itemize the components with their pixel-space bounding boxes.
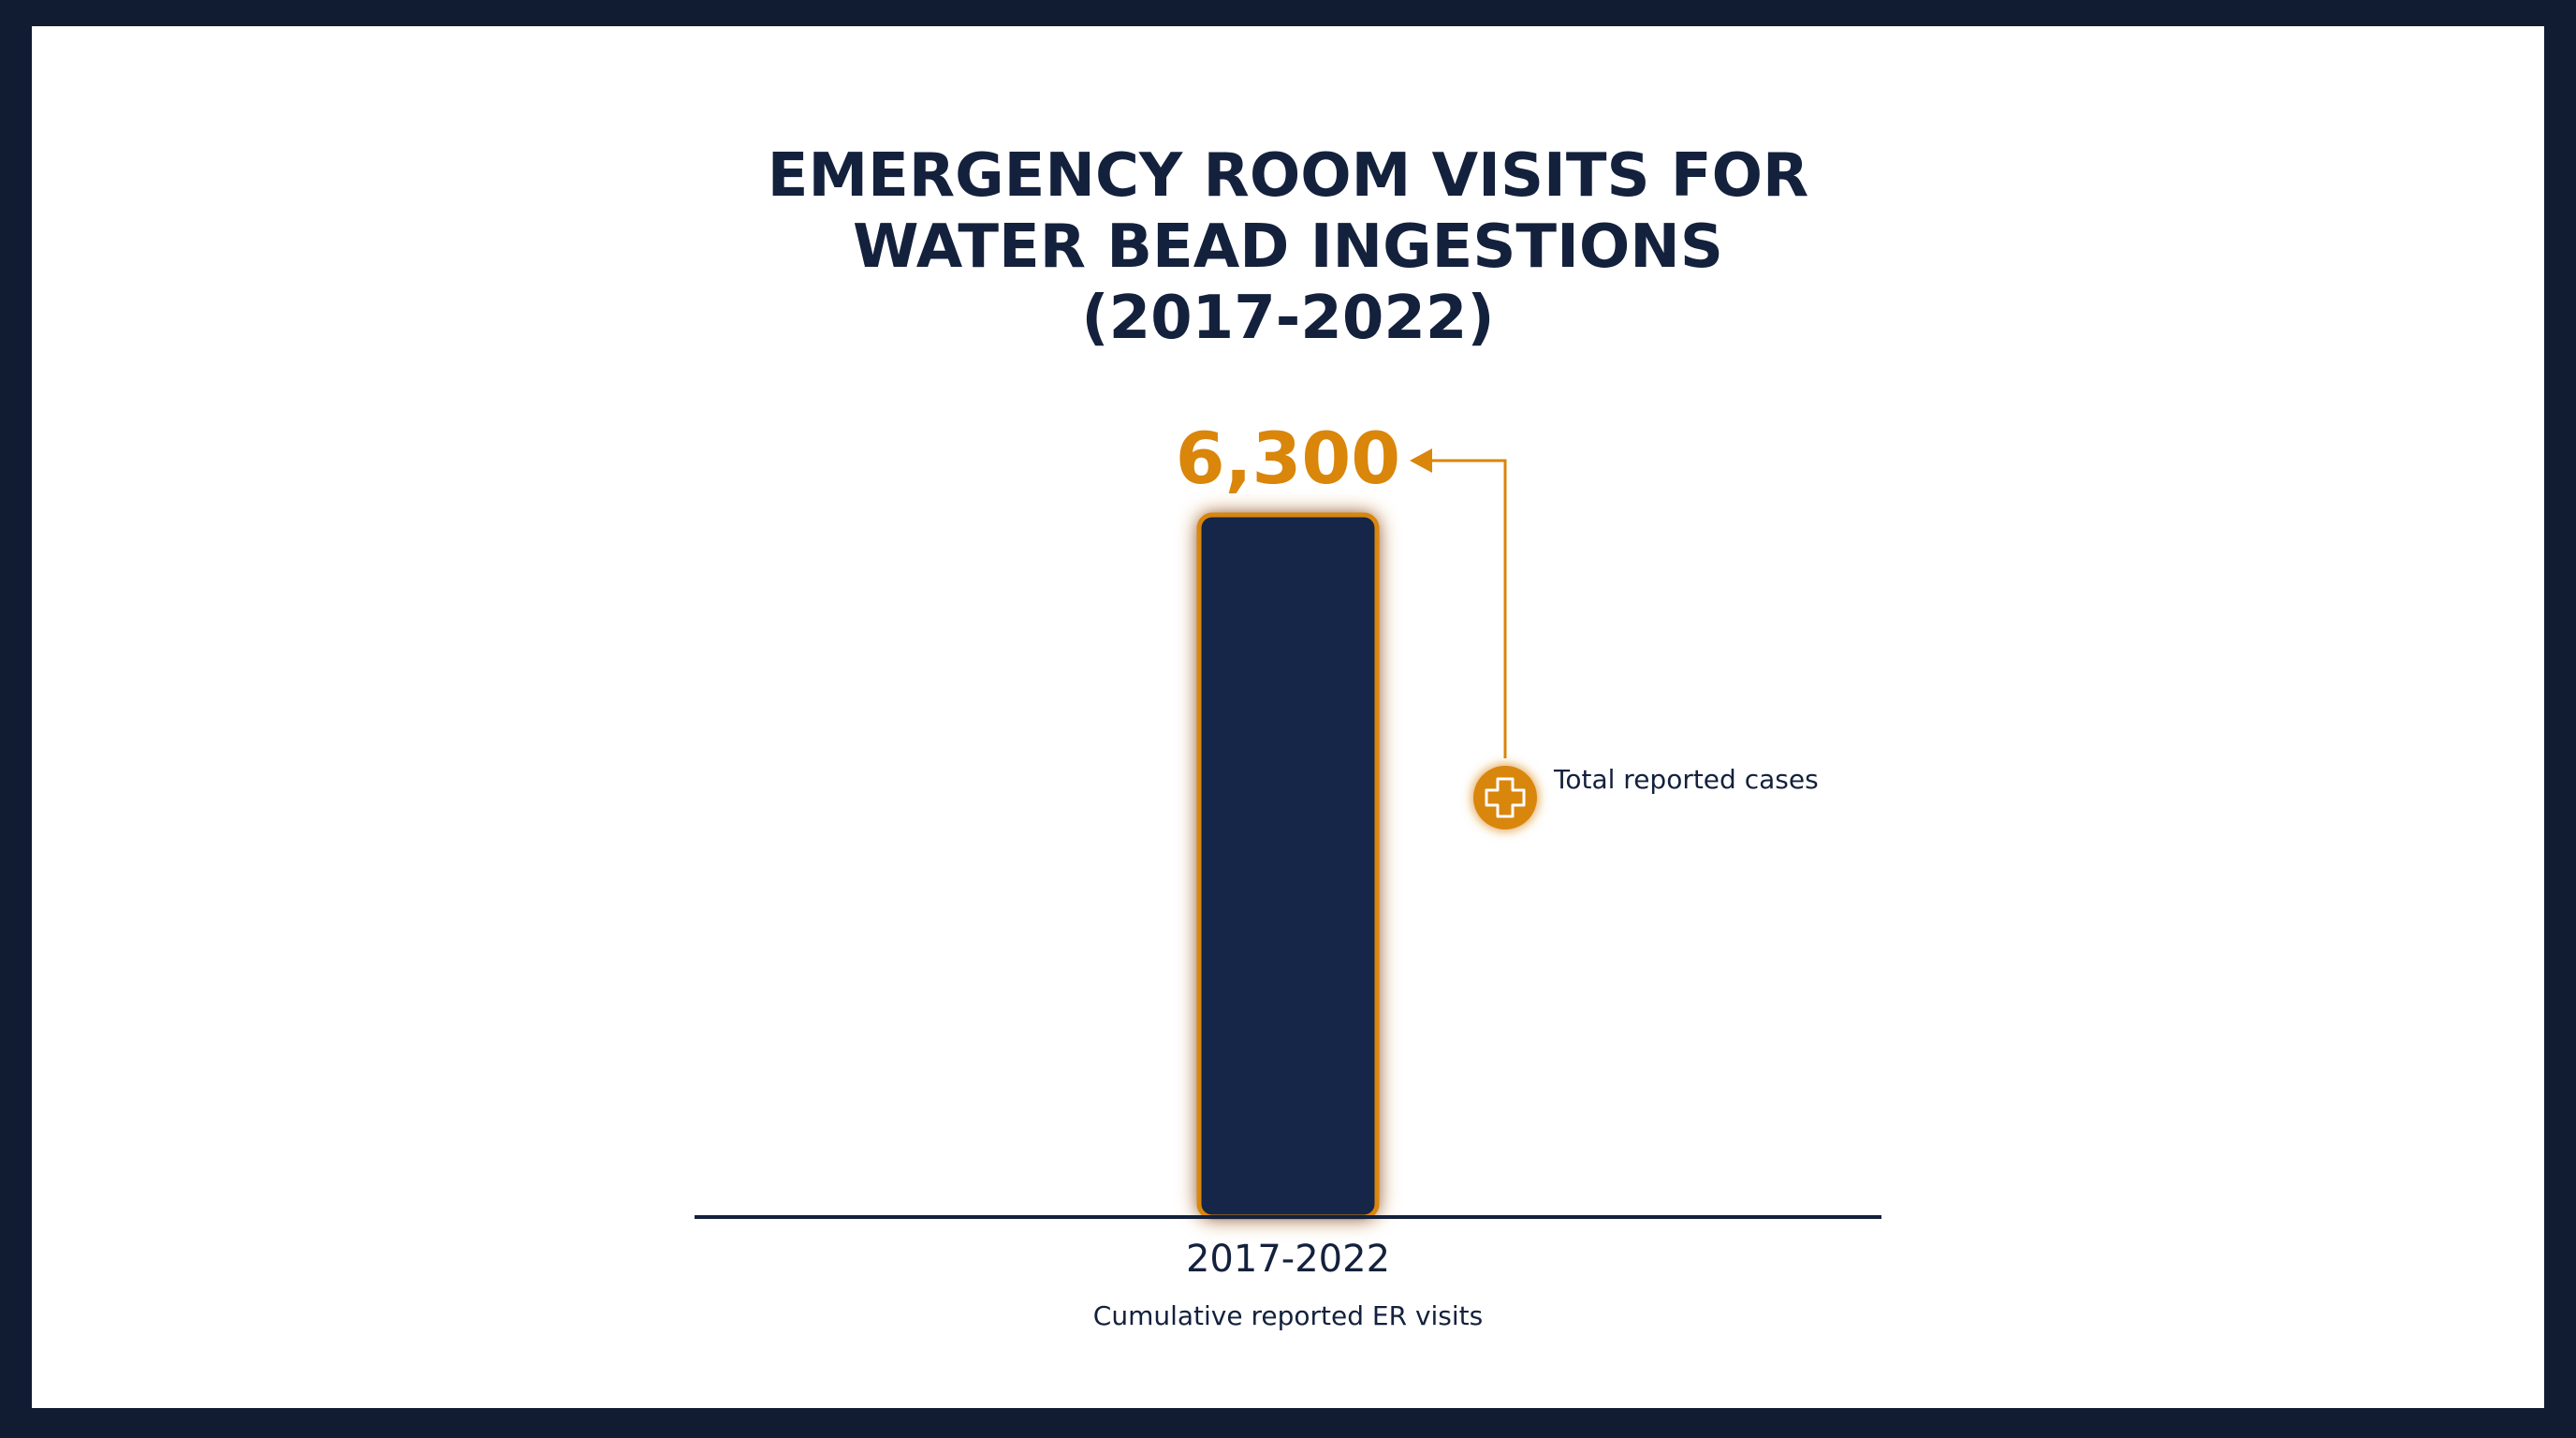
annotation-arrowhead — [1410, 448, 1432, 473]
bar-value-label-0: 6,300 — [1176, 417, 1400, 500]
title-line-3: (2017-2022) — [1081, 284, 1495, 353]
category-tick-label-0: 2017-2022 — [1186, 1238, 1390, 1281]
label-group: 6,300 2017-2022 Cumulative reported ER vis… — [1093, 417, 1483, 1331]
bar-0 — [1196, 512, 1380, 1220]
x-axis-label: Cumulative reported ER visits — [1093, 1300, 1483, 1331]
annotation-group — [1410, 448, 1537, 829]
bar-group — [1196, 512, 1380, 1220]
annotation-connector — [1427, 459, 1507, 758]
chart-title: EMERGENCY ROOM VISITS FOR WATER BEAD ING… — [0, 140, 2576, 354]
title-line-2: WATER BEAD INGESTIONS — [853, 213, 1723, 282]
title-line-1: EMERGENCY ROOM VISITS FOR — [767, 141, 1809, 211]
medical-cross-icon — [1473, 766, 1537, 829]
annotation-label: Total reported cases — [1554, 764, 1819, 795]
